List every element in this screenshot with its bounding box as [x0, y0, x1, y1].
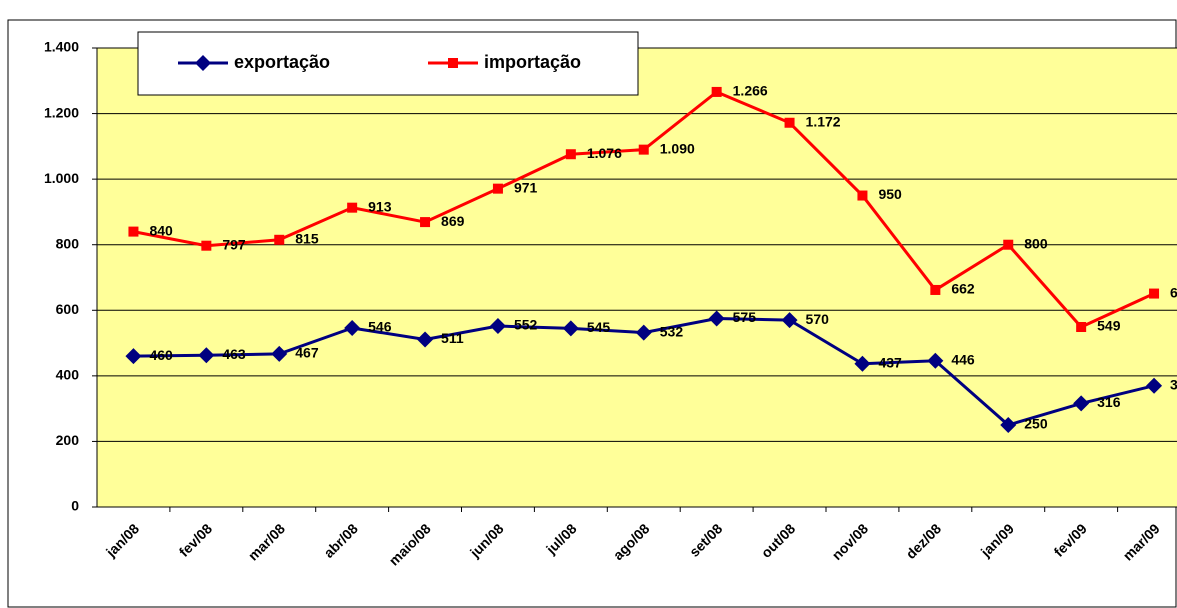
- value-label: 467: [295, 345, 319, 361]
- x-tick-label: dez/08: [903, 520, 945, 562]
- value-label: 651: [1170, 284, 1177, 300]
- value-label: 869: [441, 213, 465, 229]
- point-marker: [489, 318, 506, 335]
- point-marker: [1000, 417, 1017, 434]
- x-tick-label: abr/08: [320, 520, 361, 561]
- legend-marker: [448, 58, 458, 68]
- point-marker: [784, 117, 795, 128]
- point-marker: [708, 310, 725, 327]
- point-marker: [347, 202, 358, 213]
- value-label: 570: [806, 311, 830, 327]
- point-marker: [927, 352, 944, 369]
- value-label: 840: [149, 222, 173, 238]
- point-marker: [1146, 377, 1163, 394]
- point-marker: [271, 345, 288, 362]
- value-label: 316: [1097, 394, 1121, 410]
- legend-label: exportação: [234, 52, 330, 72]
- point-marker: [635, 324, 652, 341]
- y-tick-label: 200: [56, 432, 80, 448]
- x-tick-label: maio/08: [386, 520, 434, 568]
- point-marker: [125, 348, 142, 365]
- x-tick-label: jul/08: [542, 520, 579, 557]
- value-label: 549: [1097, 318, 1121, 334]
- x-tick-label: nov/08: [829, 520, 872, 563]
- value-label: 800: [1024, 235, 1048, 251]
- point-marker: [1149, 288, 1160, 299]
- y-tick-label: 800: [56, 235, 80, 251]
- point-marker: [1076, 322, 1087, 333]
- point-marker: [198, 347, 215, 364]
- value-label: 815: [295, 230, 319, 246]
- point-marker: [274, 234, 285, 245]
- value-label: 913: [368, 198, 392, 214]
- value-label: 250: [1024, 416, 1048, 432]
- point-marker: [492, 183, 503, 194]
- y-tick-label: 600: [56, 301, 80, 317]
- y-tick-label: 400: [56, 367, 80, 383]
- point-marker: [417, 331, 434, 348]
- point-marker: [562, 320, 579, 337]
- value-label: 460: [149, 347, 173, 363]
- point-marker: [565, 149, 576, 160]
- value-label: 950: [878, 186, 902, 202]
- y-tick-label: 1.000: [44, 170, 79, 186]
- x-tick-label: mar/08: [245, 520, 288, 563]
- x-tick-label: jan/09: [977, 520, 1017, 560]
- point-marker: [857, 190, 868, 201]
- x-tick-label: out/08: [758, 520, 799, 561]
- point-marker: [1003, 239, 1014, 250]
- value-label: 1.076: [587, 145, 622, 161]
- value-label: 511: [441, 330, 464, 346]
- value-label: 370: [1170, 376, 1177, 392]
- point-marker: [1073, 395, 1090, 412]
- legend-label: importação: [484, 52, 581, 72]
- value-label: 1.172: [806, 113, 841, 129]
- plot-area: [97, 48, 1177, 507]
- point-marker: [420, 217, 431, 228]
- value-label: 546: [368, 319, 392, 335]
- x-tick-label: set/08: [686, 520, 726, 560]
- value-label: 463: [222, 346, 246, 362]
- point-marker: [128, 226, 139, 237]
- value-label: 1.266: [733, 83, 768, 99]
- value-label: 1.090: [660, 140, 695, 156]
- point-marker: [781, 312, 798, 329]
- value-label: 552: [514, 317, 538, 333]
- y-tick-label: 1.400: [44, 39, 79, 55]
- x-tick-label: fev/09: [1051, 520, 1091, 560]
- point-marker: [930, 284, 941, 295]
- value-label: 971: [514, 179, 538, 195]
- x-tick-label: jun/08: [466, 520, 507, 561]
- value-label: 532: [660, 323, 684, 339]
- x-tick-label: ago/08: [610, 520, 653, 563]
- point-marker: [201, 240, 212, 251]
- point-marker: [638, 144, 649, 155]
- value-label: 545: [587, 319, 611, 335]
- point-marker: [854, 355, 871, 372]
- x-tick-label: fev/08: [176, 520, 216, 560]
- y-tick-label: 1.200: [44, 104, 79, 120]
- x-tick-label: jan/08: [102, 520, 142, 560]
- value-label: 446: [951, 351, 975, 367]
- value-label: 575: [733, 309, 757, 325]
- x-tick-label: mar/09: [1120, 520, 1163, 563]
- value-label: 797: [222, 236, 246, 252]
- value-label: 437: [878, 354, 902, 370]
- legend-marker: [195, 55, 211, 71]
- value-label: 662: [951, 281, 975, 297]
- point-marker: [344, 319, 361, 336]
- y-tick-label: 0: [71, 498, 79, 514]
- point-marker: [711, 86, 722, 97]
